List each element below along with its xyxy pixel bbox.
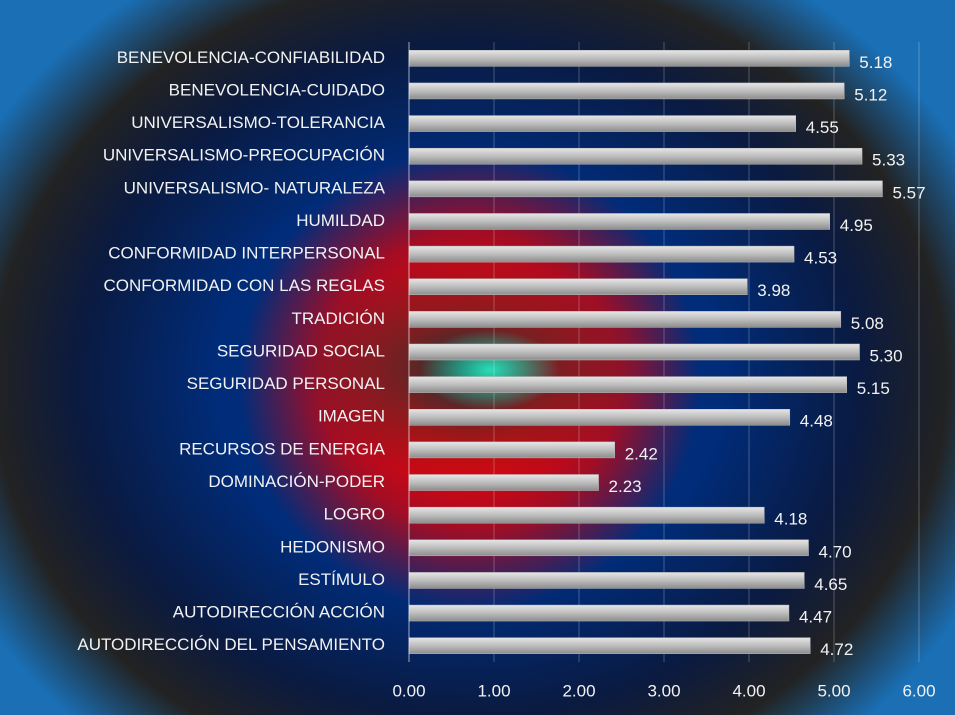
value-label: 4.53 <box>804 249 837 268</box>
y-tick-label: IMAGEN <box>318 407 385 426</box>
y-tick-label: BENEVOLENCIA-CUIDADO <box>169 80 385 99</box>
y-tick-label: ESTÍMULO <box>298 570 385 589</box>
bar <box>408 245 795 263</box>
value-label: 3.98 <box>757 281 790 300</box>
x-tick-label: 4.00 <box>732 681 765 700</box>
value-label: 4.95 <box>840 216 873 235</box>
value-label: 5.33 <box>872 151 905 170</box>
bar <box>408 115 796 132</box>
bar <box>408 50 850 67</box>
value-label: 4.55 <box>806 118 839 137</box>
value-label: 2.42 <box>625 444 658 463</box>
bar <box>408 441 615 459</box>
y-tick-label: LOGRO <box>324 505 385 524</box>
y-tick-label: BENEVOLENCIA-CONFIABILIDAD <box>117 48 385 67</box>
bar <box>408 409 791 426</box>
y-tick-label: HEDONISMO <box>280 537 385 556</box>
value-label: 4.70 <box>819 542 852 561</box>
value-label: 4.72 <box>820 640 853 659</box>
bar <box>408 376 847 393</box>
bar <box>408 311 842 328</box>
y-tick-label: DOMINACIÓN-PODER <box>208 472 385 491</box>
value-label: 2.23 <box>609 477 642 496</box>
bar <box>408 278 748 295</box>
y-tick-label: CONFORMIDAD CON LAS REGLAS <box>104 276 386 295</box>
bar <box>408 82 845 100</box>
y-tick-label: AUTODIRECCIÓN DEL PENSAMIENTO <box>77 635 385 654</box>
x-tick-label: 0.00 <box>392 681 425 700</box>
value-label: 5.12 <box>854 85 887 104</box>
bar <box>408 343 860 361</box>
y-tick-label: UNIVERSALISMO-PREOCUPACIÓN <box>103 146 385 165</box>
bar <box>408 180 883 198</box>
bar <box>408 213 830 230</box>
bar <box>408 604 790 622</box>
value-label: 4.48 <box>800 412 833 431</box>
value-label: 5.18 <box>859 53 892 72</box>
bar <box>408 506 765 524</box>
value-label: 5.30 <box>870 346 903 365</box>
value-label: 5.08 <box>851 314 884 333</box>
bar <box>408 637 811 654</box>
bar <box>408 474 599 491</box>
y-tick-label: AUTODIRECCIÓN ACCIÓN <box>173 603 385 622</box>
x-tick-label: 6.00 <box>902 681 935 700</box>
y-tick-label: RECURSOS DE ENERGIA <box>179 439 386 458</box>
x-tick-label: 5.00 <box>817 681 850 700</box>
y-tick-label: HUMILDAD <box>296 211 385 230</box>
x-tick-label: 2.00 <box>562 681 595 700</box>
value-label: 4.47 <box>799 608 832 627</box>
y-tick-label: SEGURIDAD SOCIAL <box>217 341 385 360</box>
value-label: 5.15 <box>857 379 890 398</box>
y-tick-label: TRADICIÓN <box>292 309 386 328</box>
value-label: 5.57 <box>892 183 925 202</box>
x-tick-label: 3.00 <box>647 681 680 700</box>
y-tick-label: SEGURIDAD PERSONAL <box>187 374 385 393</box>
bar <box>408 572 805 589</box>
value-label: 4.65 <box>814 575 847 594</box>
y-tick-label: UNIVERSALISMO- NATURALEZA <box>124 178 386 197</box>
bar <box>408 147 863 165</box>
bar <box>408 539 809 557</box>
x-tick-label: 1.00 <box>477 681 510 700</box>
value-label: 4.18 <box>774 510 807 529</box>
y-tick-label: UNIVERSALISMO-TOLERANCIA <box>131 113 385 132</box>
y-tick-label: CONFORMIDAD INTERPERSONAL <box>108 244 385 263</box>
